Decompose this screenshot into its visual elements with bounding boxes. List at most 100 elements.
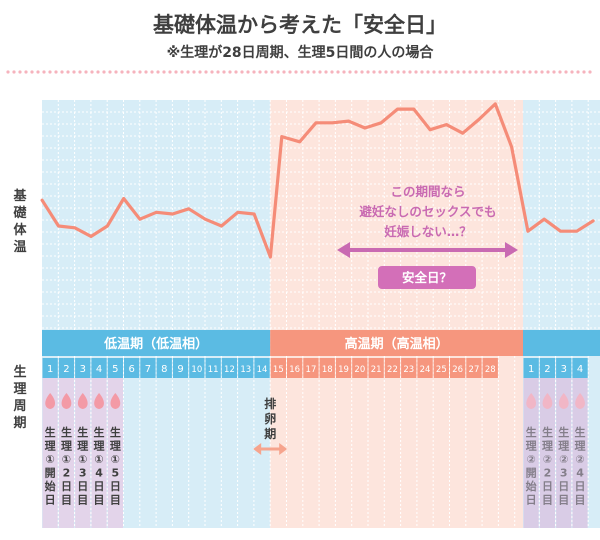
day-number: 11 xyxy=(208,365,219,375)
divider-dot xyxy=(300,70,304,74)
day-number: 17 xyxy=(306,365,317,375)
divider-dot xyxy=(348,70,352,74)
period2-label-char: 生 xyxy=(542,425,553,439)
divider-dot xyxy=(528,70,532,74)
ovulation-label-char: 卵 xyxy=(264,411,276,426)
divider-dot xyxy=(78,70,82,74)
drop-icon xyxy=(77,393,88,409)
divider-dot xyxy=(366,70,370,74)
period1-label-char: 日 xyxy=(94,480,105,493)
day-number: 21 xyxy=(371,365,382,375)
divider-dot xyxy=(474,70,478,74)
day-cell xyxy=(482,358,498,378)
divider-dot xyxy=(228,70,232,74)
period2-label-char: ② xyxy=(543,453,552,466)
cycle-axis-label-char: 周 xyxy=(13,399,26,414)
divider-dot xyxy=(72,70,76,74)
day-cell xyxy=(238,358,254,378)
period1-label-char: 2 xyxy=(63,467,71,480)
temperature-axis-label-char: 温 xyxy=(13,240,26,255)
divider-dot xyxy=(210,70,214,74)
day-cell xyxy=(172,358,189,378)
period1-label-char: 目 xyxy=(94,494,105,507)
divider-dot xyxy=(258,70,262,74)
divider-dot xyxy=(162,70,166,74)
divider-dot xyxy=(42,70,46,74)
divider-dot xyxy=(480,70,484,74)
annotation-line: 避妊なしのセックスでも xyxy=(359,204,496,219)
divider-dot xyxy=(438,70,442,74)
period2-label-char: 理 xyxy=(575,440,586,453)
divider-dot xyxy=(6,70,10,74)
day-cell xyxy=(124,358,140,378)
divider-dot xyxy=(36,70,40,74)
day-cell xyxy=(107,358,123,378)
period1-label-char: 理 xyxy=(94,440,105,453)
period2-label-char: 理 xyxy=(558,440,569,453)
divider-dot xyxy=(534,70,538,74)
period1-label-char: 5 xyxy=(112,467,120,480)
divider-dot xyxy=(588,70,592,74)
day-cell xyxy=(539,358,556,378)
divider-dot xyxy=(312,70,316,74)
divider-dot xyxy=(102,70,106,74)
day-number: 4 xyxy=(96,364,102,375)
day-cell xyxy=(335,358,352,378)
divider-dot xyxy=(378,70,382,74)
divider-dot xyxy=(306,70,310,74)
temperature-axis-label-char: 礎 xyxy=(12,205,27,221)
day-number: 1 xyxy=(528,364,534,375)
day-number: 10 xyxy=(191,365,202,375)
divider-dot xyxy=(558,70,562,74)
divider-dot xyxy=(444,70,448,74)
period1-label-char: 日 xyxy=(45,494,56,507)
divider-dot xyxy=(396,70,400,74)
period1-label-char: 理 xyxy=(77,440,88,453)
day-cell xyxy=(205,358,221,378)
period1-label-char: ① xyxy=(94,453,103,466)
period1-label-char: 日 xyxy=(61,480,72,493)
ovulation-label-char: 期 xyxy=(264,426,276,441)
divider-dot xyxy=(402,70,406,74)
period2-label-char: 開 xyxy=(526,467,537,480)
period1-label-char: 目 xyxy=(61,494,72,507)
day-cell xyxy=(556,358,572,378)
divider-dot xyxy=(24,70,28,74)
day-cell xyxy=(572,358,588,378)
period1-label-char: 理 xyxy=(110,440,121,453)
day-number: 7 xyxy=(145,364,151,375)
ovulation-arrow-right xyxy=(279,443,288,455)
divider-dot xyxy=(576,70,580,74)
temperature-line xyxy=(40,102,595,259)
day-cell xyxy=(75,358,91,378)
ovulation-label-char: 排 xyxy=(264,396,276,411)
period2-label-char: 日 xyxy=(542,480,553,493)
divider-dot xyxy=(96,70,100,74)
period1-label-char: 理 xyxy=(61,440,72,453)
divider-dot xyxy=(498,70,502,74)
ovulation-arrow-left xyxy=(253,443,262,455)
day-number: 5 xyxy=(112,364,118,375)
arrow-left-head xyxy=(337,242,350,258)
high-phase-label: 高温期（高温相） xyxy=(345,336,449,352)
divider-dot xyxy=(360,70,364,74)
drop-icon xyxy=(526,393,537,409)
day-number: 23 xyxy=(403,365,414,375)
divider-dot xyxy=(582,70,586,74)
divider-dot xyxy=(456,70,460,74)
temperature-axis-label: 基礎体温 xyxy=(12,188,27,255)
divider-dot xyxy=(132,70,136,74)
divider-dot xyxy=(462,70,466,74)
divider-dot xyxy=(186,70,190,74)
arrow-right-head xyxy=(505,242,518,258)
divider-dot xyxy=(546,70,550,74)
day-number: 8 xyxy=(161,364,167,375)
period1-label-char: ① xyxy=(78,453,87,466)
